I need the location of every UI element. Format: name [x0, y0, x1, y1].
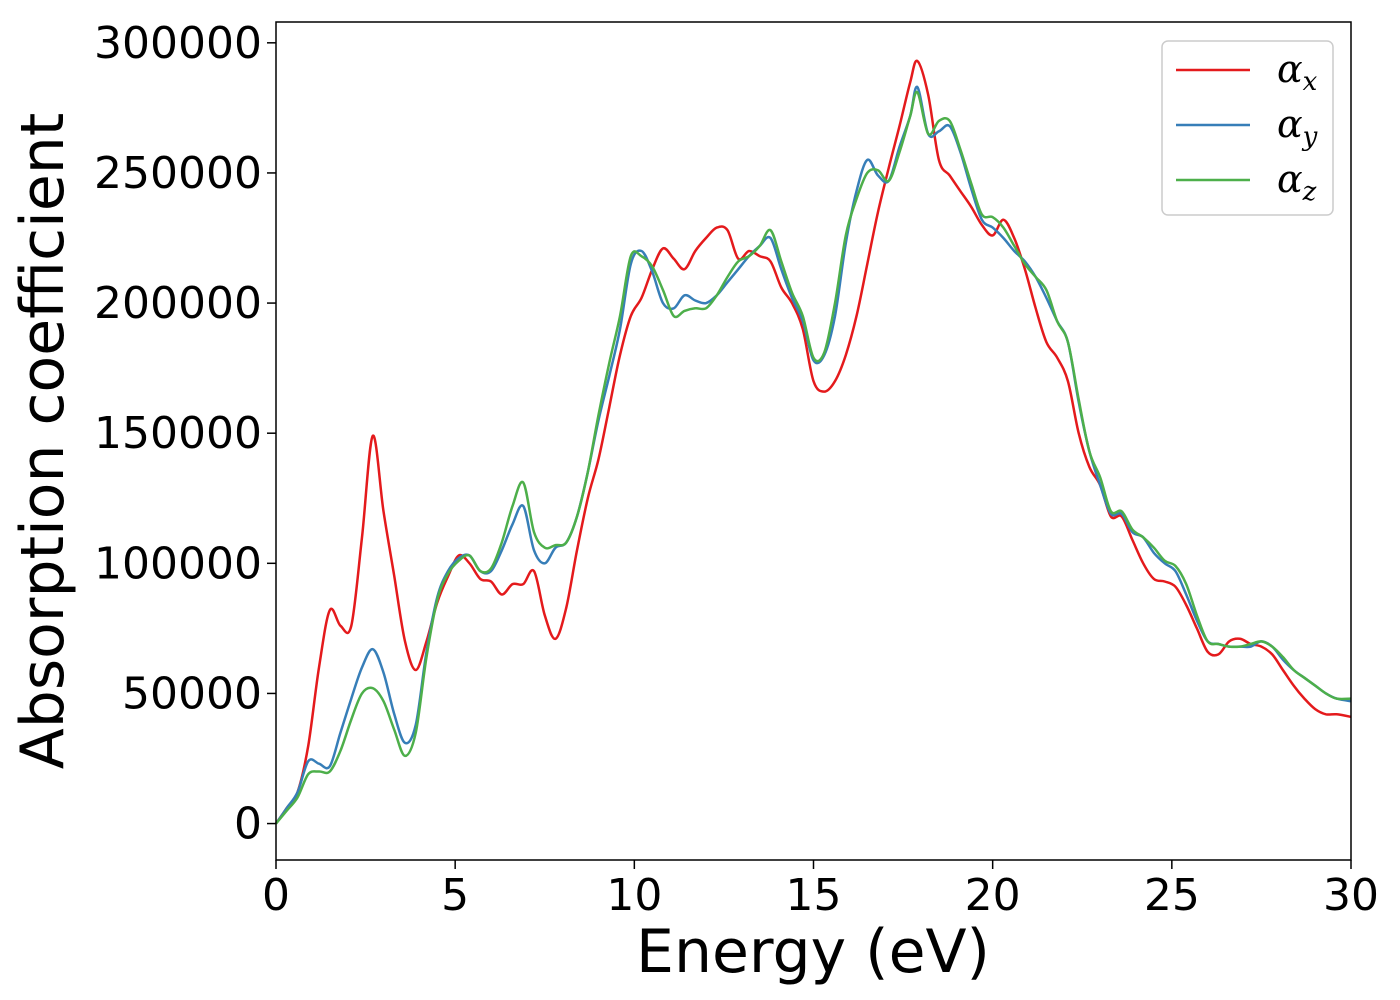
y-tick-label: 300000 — [94, 18, 262, 69]
y-tick-label: 100000 — [94, 538, 262, 589]
legend-symbol: α — [1277, 47, 1303, 91]
x-ticks: 0 5 10 15 20 25 30 — [262, 860, 1379, 921]
x-tick-label: 5 — [441, 870, 469, 921]
y-tick-label: 250000 — [94, 148, 262, 199]
y-tick-label: 150000 — [94, 408, 262, 459]
y-axis-label: Absorption coefficient — [8, 113, 78, 770]
x-tick-label: 15 — [786, 870, 842, 921]
y-tick-label: 0 — [234, 799, 262, 850]
legend-subscript: x — [1303, 67, 1318, 97]
legend-symbol: α — [1277, 102, 1303, 146]
legend-symbol: α — [1277, 157, 1303, 201]
x-tick-label: 25 — [1144, 870, 1200, 921]
legend-label-x: αx — [1277, 47, 1318, 97]
series-layer — [274, 59, 1352, 825]
x-tick-label: 0 — [262, 870, 290, 921]
y-ticks: 0 50000 100000 150000 200000 250000 300000 — [94, 18, 276, 850]
x-tick-label: 30 — [1323, 870, 1379, 921]
legend-box — [1161, 40, 1334, 216]
legend-subscript: y — [1302, 122, 1318, 152]
series-line-z — [275, 90, 1352, 825]
x-tick-label: 20 — [965, 870, 1021, 921]
y-tick-label: 200000 — [94, 278, 262, 329]
legend-label-y: αy — [1277, 102, 1318, 152]
series-line-y — [274, 85, 1352, 825]
legend-label-z: αz — [1277, 157, 1317, 207]
series-line-x — [274, 59, 1352, 825]
x-axis-label: Energy (eV) — [636, 917, 990, 987]
y-tick-label: 50000 — [122, 668, 262, 719]
legend-subscript: z — [1302, 177, 1317, 207]
x-tick-label: 10 — [606, 870, 662, 921]
